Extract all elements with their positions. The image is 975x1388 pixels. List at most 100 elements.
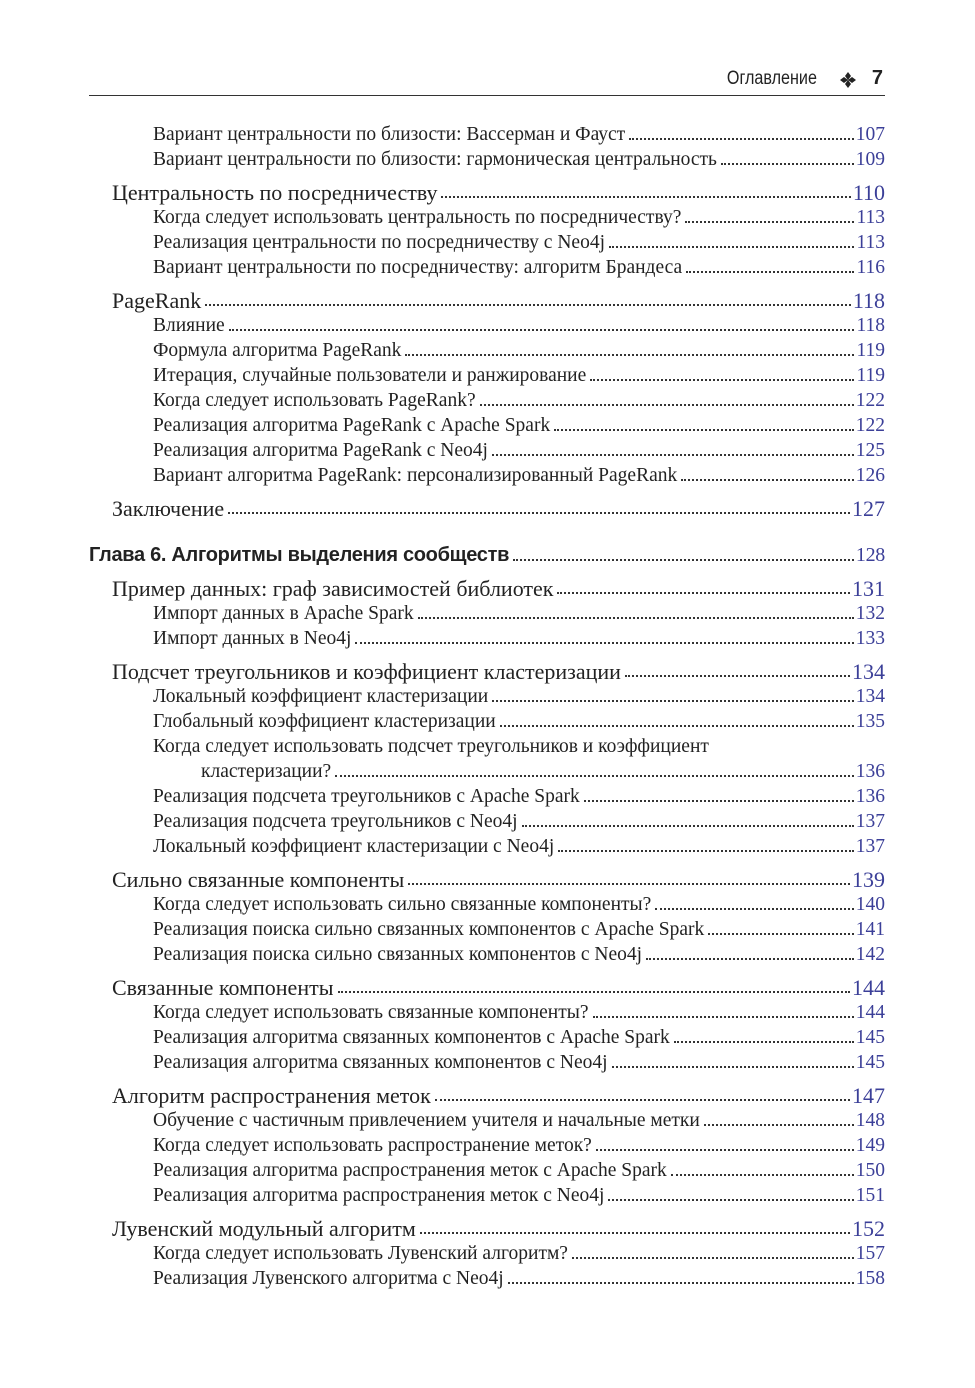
entry-page: 144 (852, 975, 885, 1000)
dot-leader (583, 800, 854, 802)
toc-entry: Сильно связанные компоненты 139 (89, 867, 885, 892)
dot-leader (479, 404, 854, 406)
entry-page: 157 (855, 1243, 885, 1264)
entry-text: Заключение (112, 496, 225, 521)
dot-leader (571, 1257, 854, 1259)
dot-leader (685, 221, 855, 223)
dot-leader (513, 559, 854, 561)
dot-leader (228, 512, 850, 514)
table-of-contents: Вариант центральности по близости: Вассе… (89, 122, 885, 1291)
entry-text: Когда следует использовать Лувенский алг… (153, 1243, 568, 1264)
toc-entry: Лувенский модульный алгоритм 152 (89, 1216, 885, 1241)
entry-page: 141 (855, 919, 885, 940)
toc-entry: Глава 6. Алгоритмы выделения сообществ 12… (89, 542, 885, 568)
toc-entry: Реализация алгоритма PageRank с Neo4j 125 (89, 438, 885, 463)
entry-page: 144 (855, 1002, 885, 1023)
entry-text: Вариант алгоритма PageRank: персонализир… (153, 465, 678, 486)
entry-text: Реализация алгоритма PageRank с Neo4j (153, 440, 488, 461)
toc-entry: Когда следует использовать подсчет треуг… (89, 734, 885, 759)
dot-leader (611, 1066, 854, 1068)
toc-entry: Вариант центральности по посредничеству:… (89, 255, 885, 280)
entry-text: Сильно связанные компоненты (112, 867, 405, 892)
toc-entry: кластеризации? 136 (89, 759, 885, 784)
dot-leader (590, 379, 855, 381)
toc-entry: Когда следует использовать PageRank? 122 (89, 388, 885, 413)
dot-leader (417, 617, 854, 619)
entry-page: 136 (855, 786, 885, 807)
toc-entry: Вариант центральности по близости: Вассе… (89, 122, 885, 147)
entry-text: Реализация алгоритма распространения мет… (153, 1185, 605, 1206)
entry-text: Когда следует использовать центральность… (153, 207, 682, 228)
entry-page: 110 (852, 180, 885, 205)
entry-page: 136 (855, 761, 885, 782)
toc-entry: Когда следует использовать сильно связан… (89, 892, 885, 917)
page-number: 7 (871, 67, 883, 89)
dot-leader (205, 304, 851, 306)
entry-text: Реализация подсчета треугольников с Neo4… (153, 811, 518, 832)
entry-page: 122 (855, 390, 885, 411)
entry-page: 119 (856, 365, 885, 386)
toc-entry: Когда следует использовать центральность… (89, 205, 885, 230)
entry-text: Локальный коэффициент кластеризации (153, 686, 489, 707)
entry-page: 135 (855, 711, 885, 732)
entry-text: Реализация алгоритма распространения мет… (153, 1160, 667, 1181)
entry-text: Подсчет треугольников и коэффициент клас… (112, 659, 621, 684)
entry-page: 151 (855, 1185, 885, 1206)
dot-leader (355, 642, 854, 644)
dot-leader (554, 429, 854, 431)
dot-leader (441, 196, 851, 198)
toc-entry: Вариант центральности по близости: гармо… (89, 147, 885, 172)
toc-entry: Влияние 118 (89, 313, 885, 338)
entry-page: 134 (855, 686, 885, 707)
dot-leader (720, 163, 854, 165)
entry-text: Реализация алгоритма связанных компонент… (153, 1027, 670, 1048)
entry-text: Когда следует использовать распространен… (153, 1135, 592, 1156)
toc-entry: Формула алгоритма PageRank 119 (89, 338, 885, 363)
dot-leader (673, 1041, 854, 1043)
dot-leader (335, 775, 854, 777)
toc-entry: Обучение с частичным привлечением учител… (89, 1108, 885, 1133)
entry-text: Локальный коэффициент кластеризации с Ne… (153, 836, 555, 857)
entry-page: 142 (855, 944, 885, 965)
running-header: Оглавление 7 (89, 66, 885, 96)
dot-leader (419, 1232, 850, 1234)
toc-entry: PageRank 118 (89, 288, 885, 313)
entry-page: 137 (855, 811, 885, 832)
ornament (840, 72, 856, 88)
entry-page: 118 (852, 288, 885, 313)
entry-text: Глава 6. Алгоритмы выделения сообществ (89, 544, 510, 566)
toc-entry: Реализация алгоритма распространения мет… (89, 1158, 885, 1183)
entry-page: 133 (855, 628, 885, 649)
entry-text: Реализация алгоритма PageRank с Apache S… (153, 415, 551, 436)
toc-entry: Вариант алгоритма PageRank: персонализир… (89, 463, 885, 488)
entry-page: 134 (852, 659, 885, 684)
dot-leader (624, 675, 850, 677)
toc-entry: Пример данных: граф зависимостей библиот… (89, 576, 885, 601)
toc-entry: Когда следует использовать Лувенский алг… (89, 1241, 885, 1266)
entry-text: Когда следует использовать сильно связан… (153, 894, 652, 915)
entry-text: Реализация центральности по посредничест… (153, 232, 605, 253)
dot-leader (492, 700, 854, 702)
dot-leader (681, 479, 854, 481)
dot-leader (337, 991, 850, 993)
entry-page: 150 (855, 1160, 885, 1181)
toc-entry: Импорт данных в Apache Spark 132 (89, 601, 885, 626)
toc-entry: Реализация поиска сильно связанных компо… (89, 917, 885, 942)
entry-page: 125 (855, 440, 885, 461)
entry-text: Реализация поиска сильно связанных компо… (153, 919, 705, 940)
entry-text: Пример данных: граф зависимостей библиот… (112, 576, 554, 601)
toc-entry: Заключение 127 (89, 496, 885, 521)
entry-page: 137 (855, 836, 885, 857)
entry-text: Реализация подсчета треугольников с Apac… (153, 786, 580, 807)
entry-text: Когда следует использовать PageRank? (153, 390, 476, 411)
toc-entry: Реализация алгоритма PageRank с Apache S… (89, 413, 885, 438)
entry-text: Алгоритм распространения меток (112, 1083, 431, 1108)
entry-text: Влияние (153, 315, 225, 336)
entry-page: 152 (852, 1216, 885, 1241)
dot-leader (405, 354, 855, 356)
toc-entry: Реализация центральности по посредничест… (89, 230, 885, 255)
header-title: Оглавление (726, 68, 817, 89)
dot-leader (609, 246, 855, 248)
toc-entry: Когда следует использовать связанные ком… (89, 1000, 885, 1025)
